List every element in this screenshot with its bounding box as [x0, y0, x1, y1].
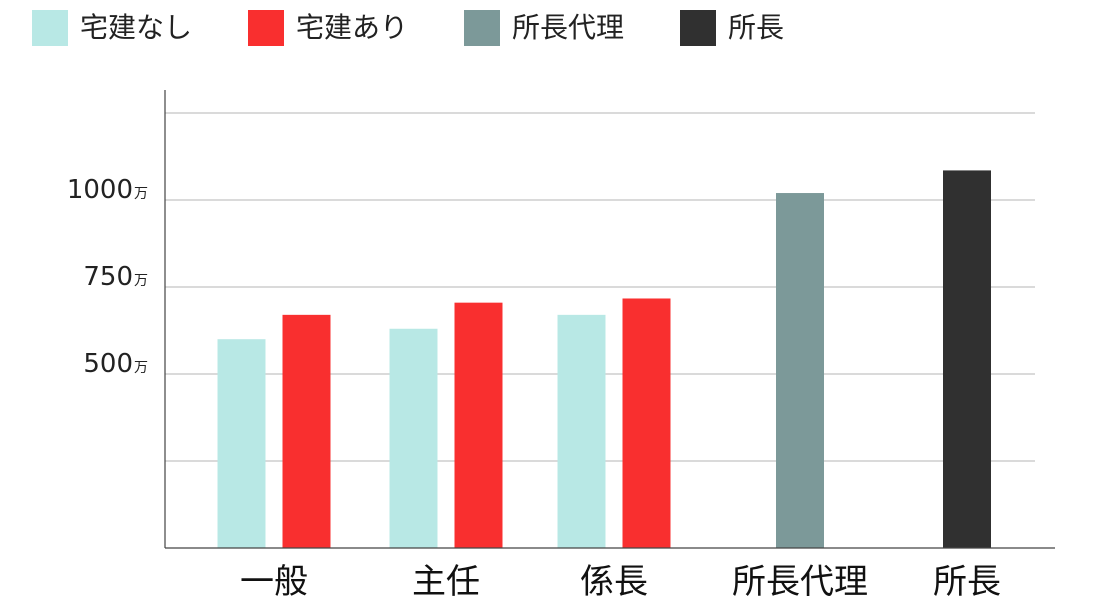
- legend-swatch-with-license: [248, 10, 285, 46]
- legend-item-deputy-manager: 所長代理: [464, 8, 624, 48]
- legend-swatch-manager: [680, 10, 717, 46]
- x-category-label-4: 所長: [933, 562, 1001, 600]
- legend-swatch-no-license: [32, 10, 68, 46]
- bar-1-1: [454, 302, 503, 548]
- bar-4-3: [943, 170, 991, 549]
- legend-item-manager: 所長: [680, 8, 784, 48]
- legend-item-no-license: 宅建なし: [32, 8, 192, 48]
- legend-label-manager: 所長: [728, 11, 785, 44]
- legend: 宅建なし 宅建あり 所長代理 所長: [32, 8, 840, 48]
- y-tick-unit-1: 万: [134, 273, 148, 289]
- x-category-label-0: 一般: [240, 562, 308, 600]
- legend-label-no-license: 宅建なし: [80, 11, 193, 44]
- bar-0-0: [217, 339, 266, 548]
- legend-item-with-license: 宅建あり: [248, 8, 408, 48]
- y-tick-label-2: 1000: [67, 175, 133, 205]
- x-category-label-3: 所長代理: [732, 562, 868, 600]
- y-tick-label-0: 500: [83, 349, 133, 379]
- bar-0-1: [282, 314, 331, 548]
- legend-label-with-license: 宅建あり: [296, 11, 409, 44]
- y-tick-unit-2: 万: [134, 186, 148, 202]
- bar-3-2: [776, 193, 824, 549]
- x-category-label-2: 係長: [580, 562, 648, 600]
- bar-2-0: [557, 314, 606, 548]
- bar-1-0: [389, 328, 438, 548]
- x-category-label-1: 主任: [412, 562, 480, 600]
- legend-label-deputy-manager: 所長代理: [512, 11, 625, 44]
- y-tick-unit-0: 万: [134, 360, 148, 376]
- bar-2-1: [622, 298, 671, 548]
- legend-swatch-deputy-manager: [464, 10, 501, 46]
- y-tick-label-1: 750: [83, 262, 133, 292]
